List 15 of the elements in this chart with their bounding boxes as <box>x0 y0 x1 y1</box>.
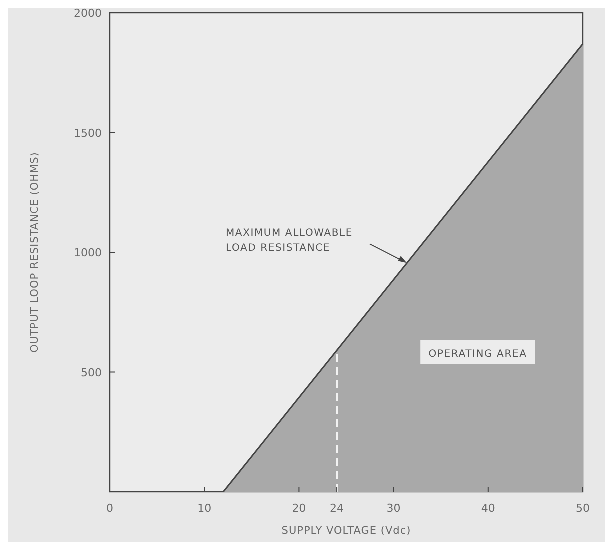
y-tick-label: 2000 <box>74 7 102 20</box>
x-tick-label: 40 <box>481 502 496 515</box>
x-tick-label: 10 <box>198 502 212 515</box>
x-tick-label: 50 <box>576 502 590 515</box>
x-tick-label: 0 <box>106 502 114 515</box>
x-axis-title: SUPPLY VOLTAGE (Vdc) <box>282 525 412 537</box>
annotation: MAXIMUM ALLOWABLE LOAD RESISTANCE <box>226 228 354 254</box>
y-tick-label: 1000 <box>74 246 102 260</box>
annotation: OPERATING AREA <box>428 349 528 360</box>
y-tick-label: 500 <box>81 366 102 380</box>
y-axis-title: OUTPUT LOOP RESISTANCE (OHMS) <box>29 152 41 353</box>
x-tick-label: 30 <box>386 502 401 515</box>
x-tick-label: 20 <box>292 502 306 515</box>
x-tick-label: 24 <box>330 502 344 515</box>
y-tick-label: 1500 <box>74 126 102 140</box>
